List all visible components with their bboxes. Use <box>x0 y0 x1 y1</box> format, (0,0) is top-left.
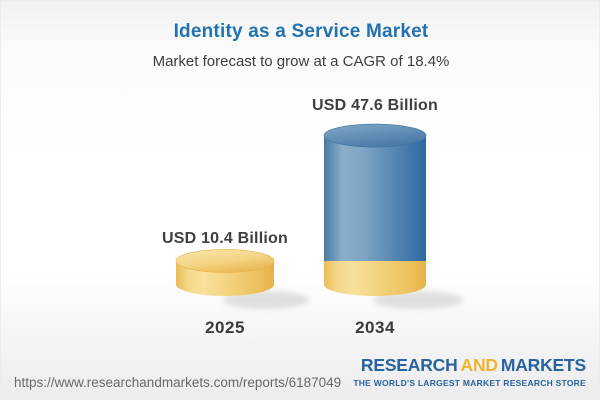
research-and-markets-logo: RESEARCH AND MARKETS THE WORLD'S LARGEST M… <box>353 355 586 388</box>
cylinder-bar-chart <box>175 123 463 309</box>
logo-word-and: AND <box>460 355 499 375</box>
report-url: https://www.researchandmarkets.com/repor… <box>14 375 342 390</box>
logo-tagline: THE WORLD'S LARGEST MARKET RESEARCH STOR… <box>353 377 586 388</box>
chart-title: Identity as a Service Market <box>173 21 429 42</box>
category-label-2034: 2034 <box>355 318 395 337</box>
chart-subtitle: Market forecast to grow at a CAGR of 18.… <box>152 53 450 70</box>
logo-word-markets: MARKETS <box>500 355 586 375</box>
value-label-2034: USD 47.6 Billion <box>312 97 438 114</box>
logo-wordmark: RESEARCH AND MARKETS <box>353 355 586 375</box>
value-label-2025: USD 10.4 Billion <box>162 230 288 247</box>
logo-word-research: RESEARCH <box>360 355 458 375</box>
category-label-2025: 2025 <box>205 318 245 337</box>
